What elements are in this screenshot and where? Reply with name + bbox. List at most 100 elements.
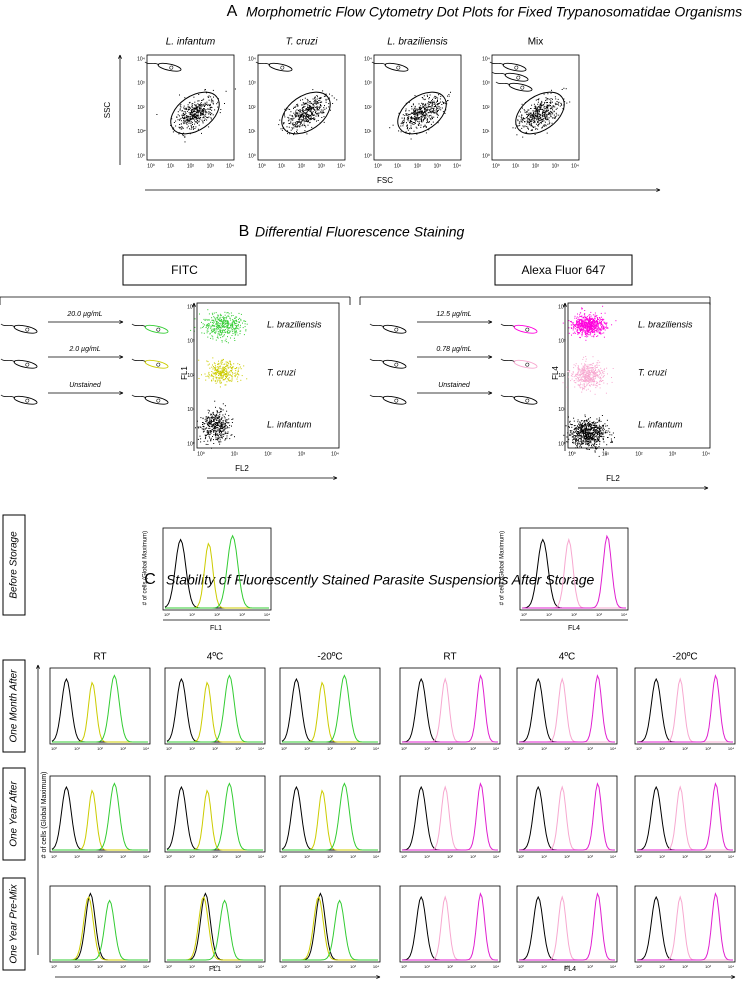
dot [577, 314, 578, 315]
dot [205, 435, 206, 436]
dot [585, 330, 586, 331]
dot [566, 437, 567, 438]
dot [419, 117, 420, 118]
dot [220, 337, 221, 338]
dot [592, 336, 593, 337]
dot [295, 116, 296, 117]
dot [577, 426, 578, 427]
dot [207, 422, 208, 423]
dot [212, 329, 213, 330]
dot [217, 107, 218, 108]
flagellum [1, 323, 15, 328]
dot [585, 356, 586, 357]
dot [594, 328, 595, 329]
dot [547, 93, 548, 94]
dot [183, 113, 184, 114]
dot [304, 125, 305, 126]
dot [232, 319, 233, 320]
dot [319, 100, 320, 101]
dot [566, 441, 567, 442]
dot [599, 322, 600, 323]
dot [174, 122, 175, 123]
dot [316, 95, 317, 96]
dot [302, 108, 303, 109]
dot [605, 432, 606, 433]
dot [587, 438, 588, 439]
dot [600, 433, 601, 434]
dot [224, 317, 225, 318]
dot [202, 110, 203, 111]
dot [592, 379, 593, 380]
dot [188, 106, 189, 107]
dot [534, 104, 535, 105]
dot [212, 426, 213, 427]
dot [199, 106, 200, 107]
dot [586, 384, 587, 385]
dot [591, 319, 592, 320]
parasite-icon [489, 59, 526, 73]
dot [592, 328, 593, 329]
dot [192, 112, 193, 113]
dot [424, 95, 425, 96]
dot [588, 326, 589, 327]
dot [222, 417, 223, 418]
dot [595, 330, 596, 331]
dot [206, 419, 207, 420]
dot [424, 118, 425, 119]
dot [304, 120, 305, 121]
dot [577, 444, 578, 445]
dot [590, 329, 591, 330]
axis-label: FSC [377, 176, 393, 185]
dot [220, 112, 221, 113]
dot [572, 376, 573, 377]
y-tick-label: 10⁴ [364, 56, 372, 62]
dot [184, 136, 185, 137]
dot [215, 380, 216, 381]
dot [236, 374, 237, 375]
dot [424, 108, 425, 109]
dot [417, 121, 418, 122]
dot [179, 120, 180, 121]
dot [593, 421, 594, 422]
dot [587, 334, 588, 335]
dot [197, 123, 198, 124]
dot [211, 367, 212, 368]
dot [211, 426, 212, 427]
dot [545, 122, 546, 123]
dot [205, 438, 206, 439]
dot [295, 107, 296, 108]
dot [233, 363, 234, 364]
dot [573, 329, 574, 330]
dot [220, 433, 221, 434]
dot [583, 433, 584, 434]
dot [205, 374, 206, 375]
dot [212, 416, 213, 417]
dot [230, 320, 231, 321]
dot [428, 101, 429, 102]
dot [596, 431, 597, 432]
dot [314, 100, 315, 101]
dot [583, 436, 584, 437]
dot [430, 102, 431, 103]
dot [592, 422, 593, 423]
dot [432, 101, 433, 102]
dot [597, 321, 598, 322]
dot [297, 104, 298, 105]
dot [578, 424, 579, 425]
dot [290, 123, 291, 124]
dot [240, 327, 241, 328]
flagellum [1, 358, 15, 363]
dot [599, 317, 600, 318]
dot [236, 320, 237, 321]
dot [593, 423, 594, 424]
dot [573, 435, 574, 436]
dot [584, 378, 585, 379]
dot [586, 448, 587, 449]
dot [208, 434, 209, 435]
dot [208, 425, 209, 426]
dot [181, 129, 182, 130]
dot [205, 109, 206, 110]
dot [590, 386, 591, 387]
dot [307, 101, 308, 102]
dot [426, 126, 427, 127]
